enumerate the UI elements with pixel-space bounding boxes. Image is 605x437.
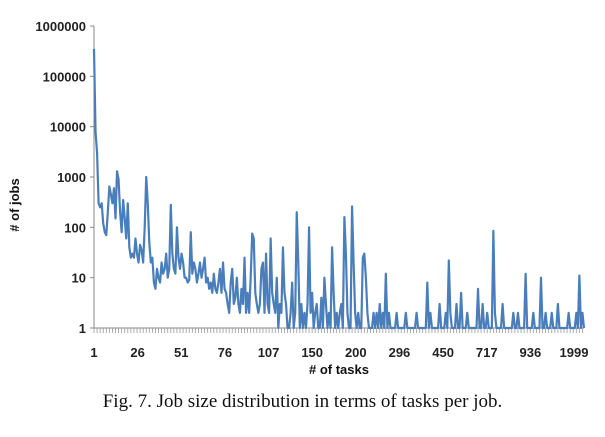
x-tick-label: 450 — [432, 345, 454, 360]
y-tick-label: 1000000 — [35, 19, 86, 34]
x-tick-label: 717 — [476, 345, 498, 360]
y-tick-label: 10 — [72, 271, 86, 286]
x-tick-label: 296 — [389, 345, 411, 360]
y-axis: 1 10 100 1000 10000 100000 1000000 — [35, 19, 95, 336]
series-line — [92, 48, 586, 330]
y-tick-label: 1 — [79, 321, 86, 336]
x-tick-label: 936 — [520, 345, 542, 360]
y-tick-label: 10000 — [50, 120, 86, 135]
x-tick-label: 1 — [90, 345, 97, 360]
x-tick-label: 26 — [130, 345, 144, 360]
x-tick-label: 76 — [218, 345, 232, 360]
y-tick-label: 100000 — [43, 69, 86, 84]
x-tick-label: 107 — [258, 345, 280, 360]
figure-caption: Fig. 7. Job size distribution in terms o… — [102, 391, 503, 412]
x-axis: 1 26 51 76 107 150 200 296 450 717 936 1999 — [90, 327, 589, 360]
x-tick-label: 51 — [174, 345, 188, 360]
x-tick-label: 1999 — [560, 345, 589, 360]
y-tick-label: 100 — [64, 220, 86, 235]
y-tick-label: 1000 — [57, 170, 86, 185]
x-tick-label: 150 — [301, 345, 323, 360]
y-axis-title: # of jobs — [7, 178, 22, 231]
x-tick-label: 200 — [345, 345, 367, 360]
x-axis-title: # of tasks — [309, 362, 369, 377]
